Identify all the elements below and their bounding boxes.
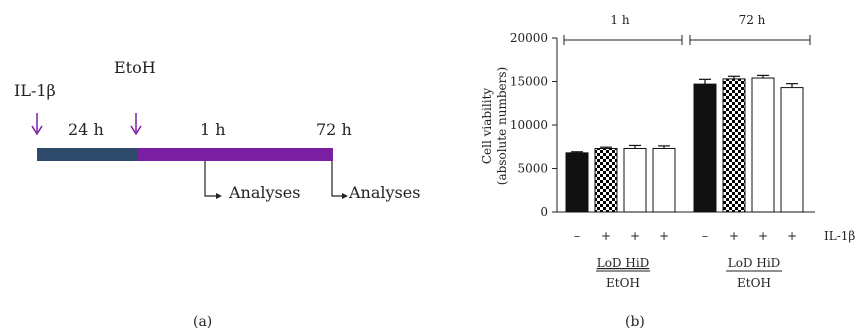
y-tick-label: 0 xyxy=(540,205,548,219)
etoh-arrow xyxy=(130,113,142,136)
time-72h-label: 72 h xyxy=(316,120,352,139)
analyses-label-2: Analyses xyxy=(348,183,420,202)
pretreatment-bar xyxy=(37,148,138,161)
panel-a-label: (a) xyxy=(193,314,212,330)
il1b-sign: + xyxy=(601,229,611,243)
time-1h-label: 1 h xyxy=(200,120,226,139)
etoh-label: EtoH xyxy=(114,58,156,77)
il1b-sign: + xyxy=(659,229,669,243)
group-bracket-72h xyxy=(689,35,811,45)
bar xyxy=(780,87,804,213)
treatment-bottom-label-1: EtOH xyxy=(606,276,640,290)
group-label-1h: 1 h xyxy=(610,13,629,27)
y-axis-title-line-2: (absolute numbers) xyxy=(495,67,509,185)
il1b-arrow xyxy=(31,113,43,136)
il1b-sign-row: – + + + – + + + xyxy=(574,229,797,243)
group-bracket-1h xyxy=(563,35,683,45)
bar xyxy=(722,78,746,213)
analyses-label-1: Analyses xyxy=(228,183,300,202)
treatment-bar xyxy=(138,148,333,161)
il1b-sign: + xyxy=(787,229,797,243)
bar xyxy=(623,147,647,213)
bar xyxy=(693,83,717,213)
treatment-bottom-label-2: EtOH xyxy=(737,276,771,290)
il1b-sign: + xyxy=(758,229,768,243)
bar xyxy=(565,152,589,213)
y-axis-ticks: 0 5000 10000 15000 20000 xyxy=(510,31,557,219)
y-axis-title-line-1: Cell viability xyxy=(480,88,494,165)
il1b-sign: – xyxy=(702,229,708,243)
il1b-row-label: IL-1β xyxy=(824,229,855,243)
panel-b-label: (b) xyxy=(625,314,645,330)
il1b-sign: + xyxy=(630,229,640,243)
treatment-top-label-1: LoD HiD xyxy=(597,256,650,270)
y-tick-label: 5000 xyxy=(517,162,548,176)
bar xyxy=(652,147,676,213)
time-24h-label: 24 h xyxy=(68,120,104,139)
analyses-2-arrow xyxy=(331,161,348,199)
y-tick-label: 10000 xyxy=(510,118,548,132)
il1b-label: IL-1β xyxy=(14,81,56,100)
bar xyxy=(751,77,775,213)
y-tick-label: 15000 xyxy=(510,75,548,89)
il1b-sign: – xyxy=(574,229,580,243)
il1b-sign: + xyxy=(729,229,739,243)
timeline-panel: IL-1β EtoH 24 h 1 h 72 h Analyses Analys… xyxy=(14,58,420,330)
analyses-1-arrow xyxy=(204,161,222,199)
bars xyxy=(565,74,804,213)
y-tick-label: 20000 xyxy=(510,31,548,45)
treatment-top-label-2: LoD HiD xyxy=(728,256,781,270)
bar xyxy=(594,147,618,213)
bar-chart-panel: Cell viability (absolute numbers) 0 5000 1… xyxy=(480,13,855,330)
group-label-72h: 72 h xyxy=(739,13,766,27)
